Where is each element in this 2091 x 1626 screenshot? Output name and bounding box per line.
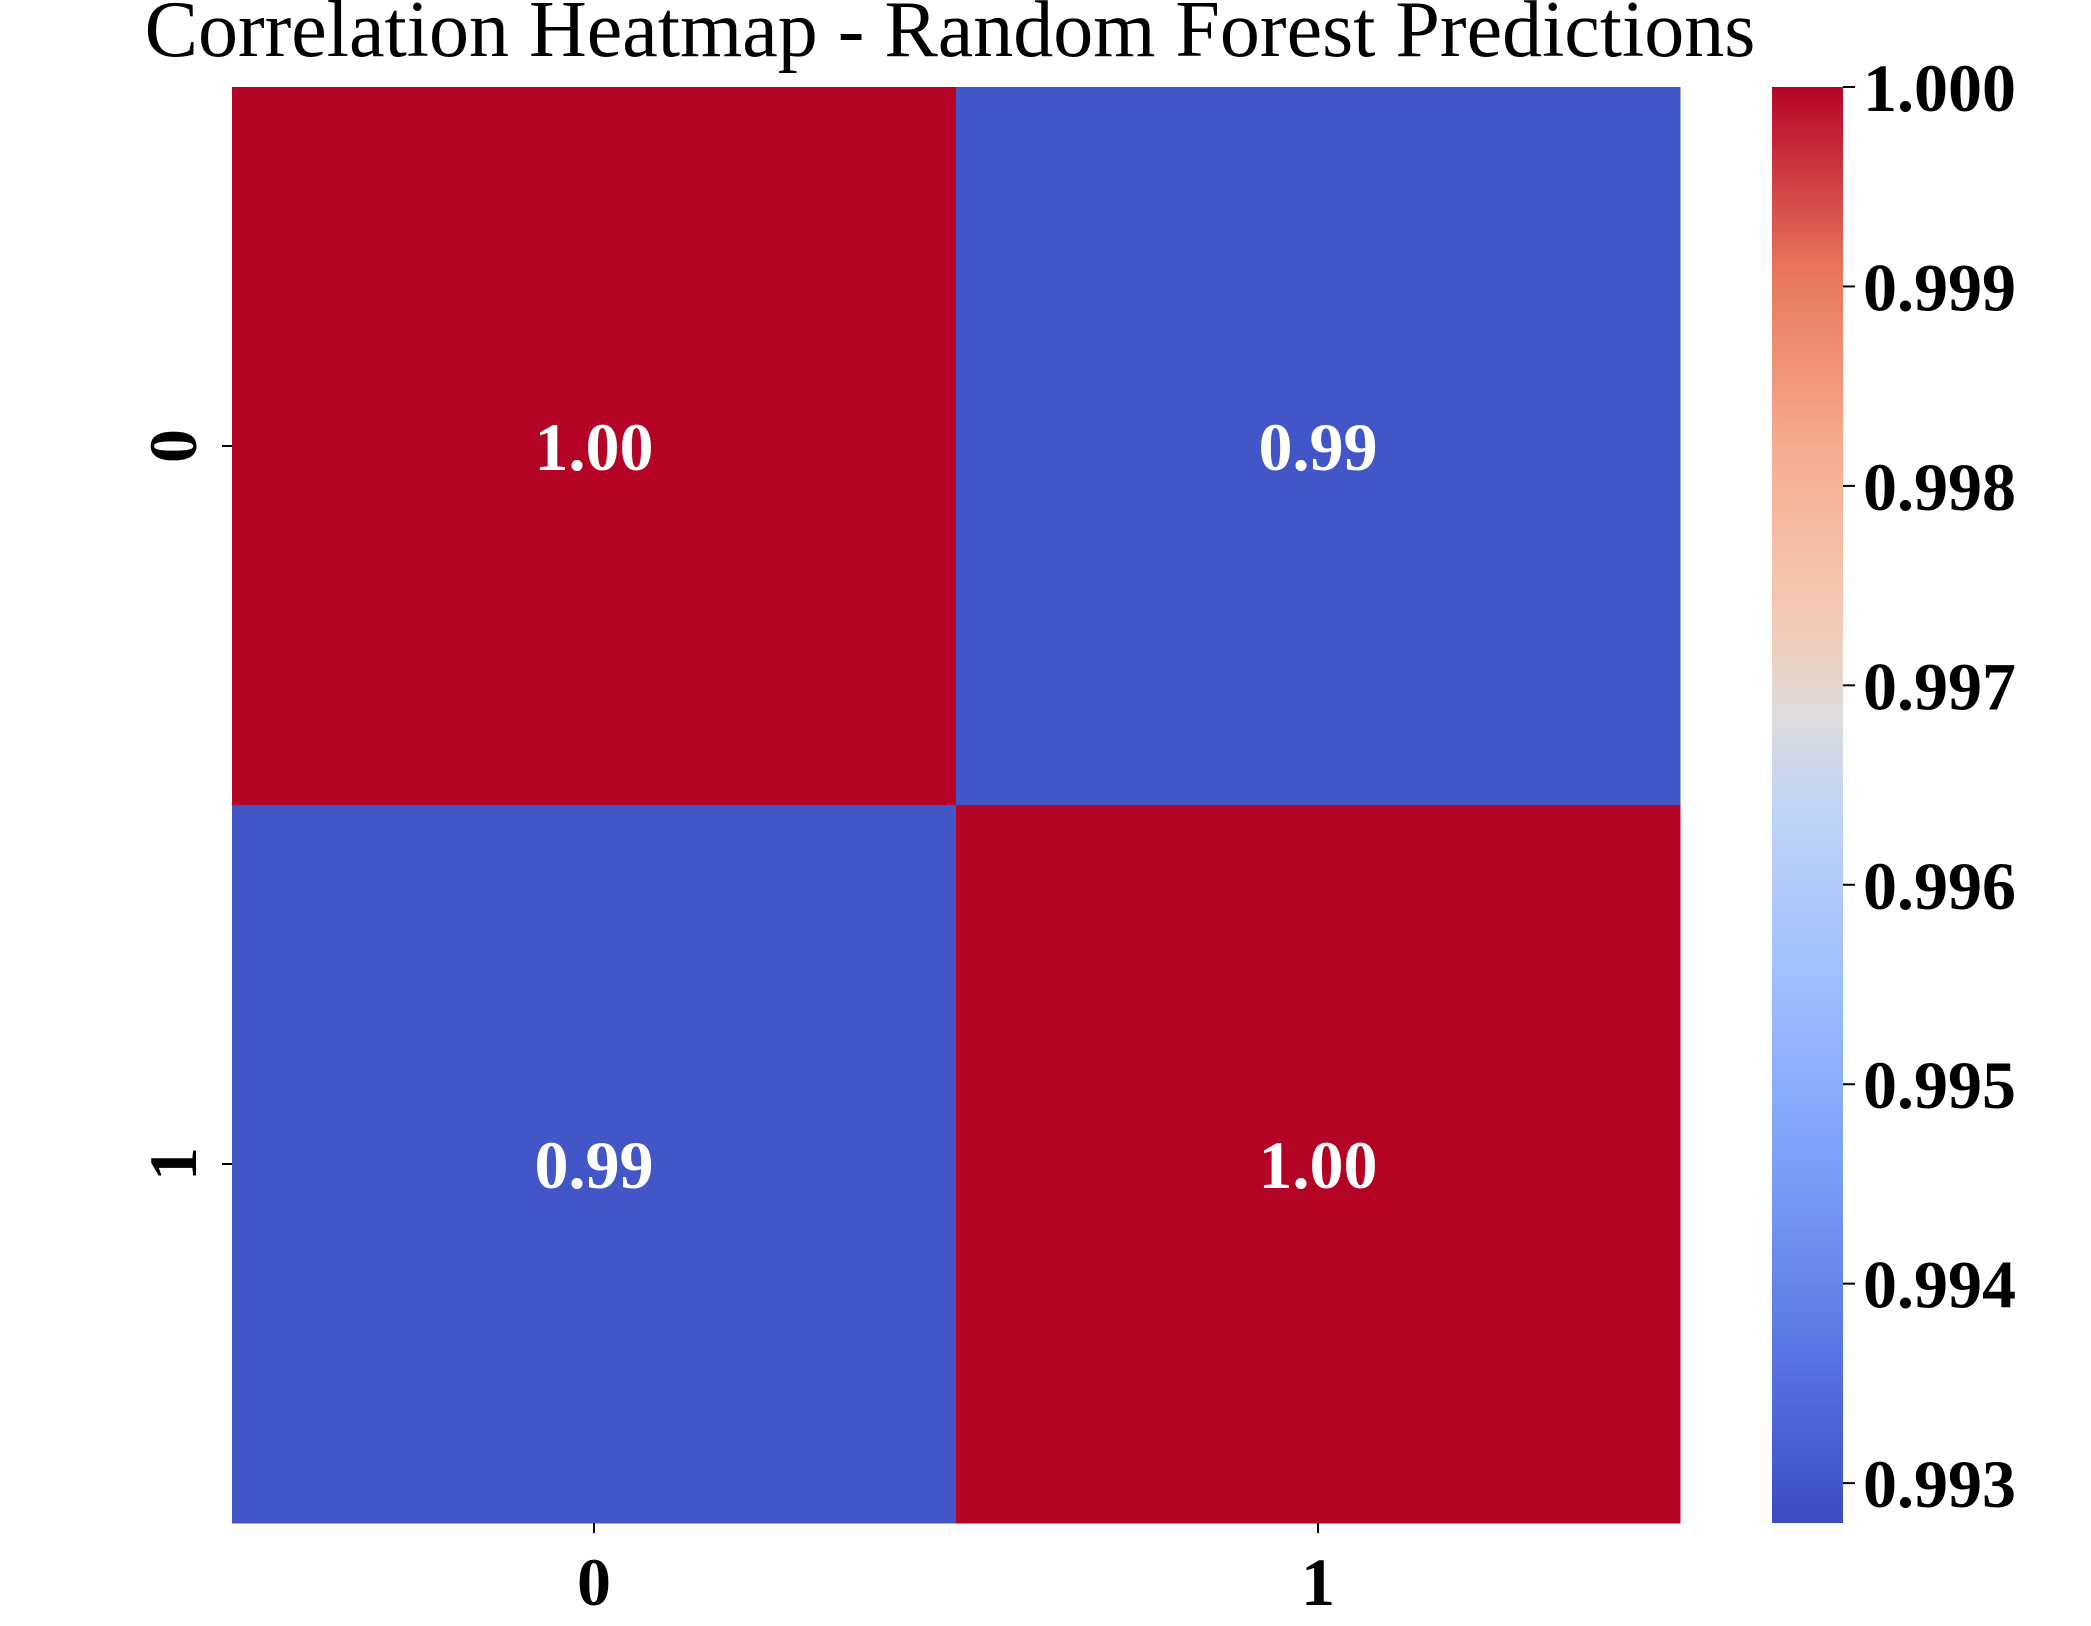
heatmap-cell-1-0 xyxy=(232,805,957,1524)
colorbar-tick-label-6: 0.999 xyxy=(1863,249,2016,325)
colorbar: 0.993 0.994 0.995 0.996 0.997 0.998 0.999 1.000 xyxy=(1772,50,2016,1523)
heatmap-annotations: 1.00 0.99 0.99 1.00 xyxy=(535,409,1378,1203)
heatmap-axes: 0 1 0 1 xyxy=(135,429,1335,1620)
y-tick-label-1: 1 xyxy=(135,1147,211,1181)
colorbar-tick-label-5: 0.998 xyxy=(1863,449,2016,525)
heatmap-cell-1-1 xyxy=(956,805,1681,1524)
chart-title: Correlation Heatmap - Random Forest Pred… xyxy=(145,0,1756,74)
colorbar-tick-label-1: 0.994 xyxy=(1863,1247,2016,1323)
heatmap-cell-0-0 xyxy=(232,87,957,806)
y-tick-label-0: 0 xyxy=(135,429,211,463)
colorbar-tick-label-7: 1.000 xyxy=(1863,50,2016,126)
x-tick-label-0: 0 xyxy=(577,1544,611,1620)
colorbar-tick-label-3: 0.996 xyxy=(1863,848,2016,924)
colorbar-tick-label-4: 0.997 xyxy=(1863,648,2016,724)
colorbar-gradient xyxy=(1772,87,1843,1523)
heatmap-cells xyxy=(232,87,1681,1524)
cell-annotation-0-1: 0.99 xyxy=(1259,409,1378,485)
cell-annotation-1-1: 1.00 xyxy=(1259,1127,1378,1203)
heatmap-cell-0-1 xyxy=(956,87,1681,806)
colorbar-tick-label-2: 0.995 xyxy=(1863,1047,2016,1123)
cell-annotation-0-0: 1.00 xyxy=(535,409,654,485)
cell-annotation-1-0: 0.99 xyxy=(535,1127,654,1203)
colorbar-tick-label-0: 0.993 xyxy=(1863,1446,2016,1522)
x-tick-label-1: 1 xyxy=(1301,1544,1335,1620)
